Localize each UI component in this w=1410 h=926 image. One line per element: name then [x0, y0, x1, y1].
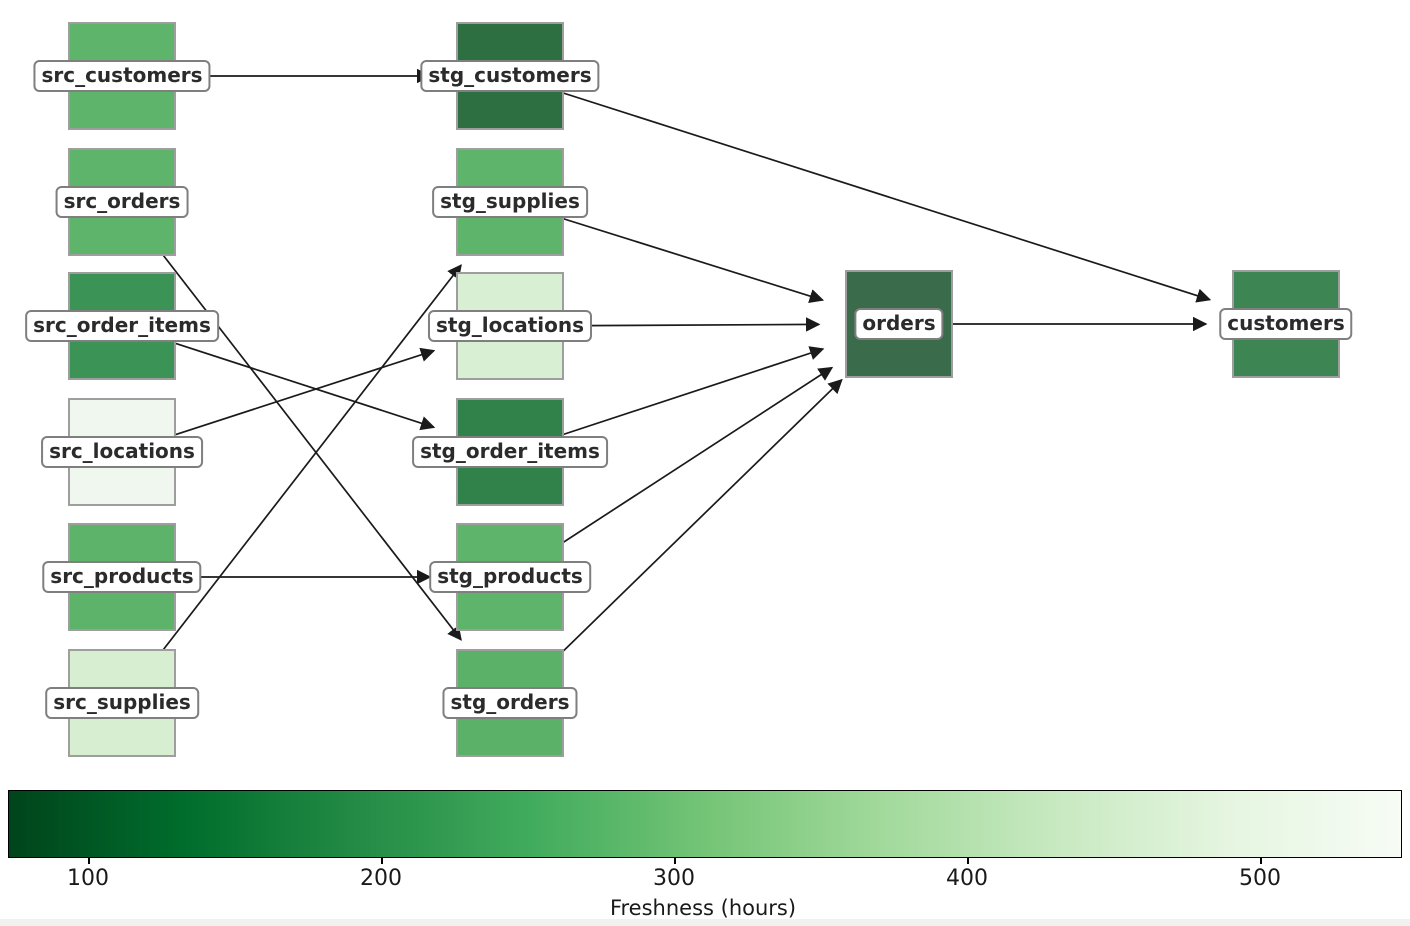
edges-group — [121, 68, 1212, 704]
node-label-src_supplies: src_supplies — [45, 687, 199, 719]
edge-stg_orders-to-orders — [509, 378, 843, 704]
edge-src_orders-to-stg_orders — [121, 201, 462, 641]
figure-bottom-edge — [0, 919, 1410, 926]
colorbar-tick-100 — [88, 858, 90, 864]
edge-src_supplies-to-stg_supplies — [121, 264, 462, 704]
node-label-src_locations: src_locations — [41, 436, 203, 468]
node-label-stg_products: stg_products — [429, 561, 591, 593]
node-label-stg_customers: stg_customers — [420, 60, 600, 92]
colorbar-axis-label: Freshness (hours) — [609, 896, 797, 920]
node-label-stg_supplies: stg_supplies — [432, 186, 588, 218]
node-label-stg_orders: stg_orders — [442, 687, 578, 719]
colorbar-tick-500 — [1260, 858, 1262, 864]
node-label-stg_order_items: stg_order_items — [412, 436, 608, 468]
colorbar-gradient — [8, 790, 1402, 858]
colorbar-tick-label-300: 300 — [653, 866, 695, 891]
colorbar-tick-label-400: 400 — [946, 866, 988, 891]
colorbar-tick-200 — [381, 858, 383, 864]
edge-stg_customers-to-customers — [509, 75, 1212, 303]
colorbar-tick-400 — [967, 858, 969, 864]
colorbar-tick-label-200: 200 — [360, 866, 402, 891]
node-label-src_orders: src_orders — [55, 186, 189, 218]
node-label-src_customers: src_customers — [33, 60, 211, 92]
colorbar-tick-label-500: 500 — [1239, 866, 1281, 891]
node-label-customers: customers — [1219, 308, 1353, 340]
node-label-orders: orders — [854, 308, 944, 340]
node-label-stg_locations: stg_locations — [427, 310, 593, 342]
node-label-src_order_items: src_order_items — [25, 310, 219, 342]
colorbar-tick-300 — [674, 858, 676, 864]
colorbar-tick-label-100: 100 — [67, 866, 109, 891]
node-label-src_products: src_products — [42, 561, 202, 593]
